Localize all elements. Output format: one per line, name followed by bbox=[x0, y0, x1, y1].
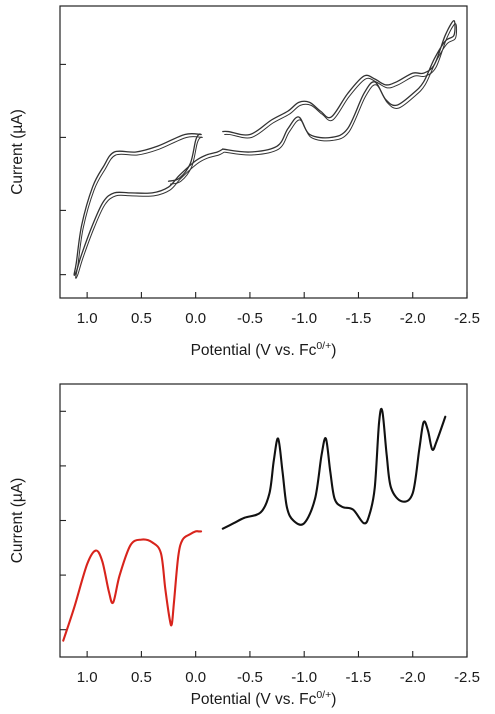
x-tick-label: 1.0 bbox=[77, 669, 98, 686]
series-line-reduction-cycle bbox=[222, 19, 456, 153]
x-axis-title-main: Potential (V vs. Fc bbox=[191, 342, 317, 359]
plot-frame bbox=[59, 5, 468, 299]
x-tick-label: -1.0 bbox=[291, 310, 317, 327]
x-tick-label: -1.0 bbox=[291, 669, 317, 686]
series-line-oxidation-cycle bbox=[73, 132, 224, 276]
x-tick-label: 0.5 bbox=[131, 310, 152, 327]
x-tick-label: -2.0 bbox=[400, 669, 426, 686]
x-tick-label: 0.5 bbox=[131, 669, 152, 686]
x-tick-label: -2.5 bbox=[454, 310, 480, 327]
x-tick-label: 0.0 bbox=[185, 669, 206, 686]
x-tick-label: -0.5 bbox=[237, 669, 263, 686]
x-tick-label: -1.5 bbox=[346, 310, 372, 327]
x-axis-title: Potential (V vs. Fc0/+) bbox=[191, 689, 337, 708]
series-line-repeat-scan bbox=[75, 136, 225, 279]
x-axis-title-end: ) bbox=[331, 691, 336, 708]
x-axis-title-sup: 0/+ bbox=[316, 689, 331, 701]
cv-panel: 1.0 0.5 0.0 -0.5 -1.0 -1.5 -2.0 -2.5 Potential (… bbox=[9, 5, 480, 359]
x-tick-label: -2.5 bbox=[454, 669, 480, 686]
y-axis-title: Current (µA) bbox=[9, 478, 26, 564]
x-axis-title: Potential (V vs. Fc0/+) bbox=[191, 340, 337, 359]
x-tick-label: 1.0 bbox=[77, 310, 98, 327]
x-axis-title-end: ) bbox=[331, 342, 336, 359]
x-axis-title-main: Potential (V vs. Fc bbox=[191, 691, 317, 708]
series-line-repeat-scan bbox=[224, 23, 458, 156]
x-tick-label: -1.5 bbox=[346, 669, 372, 686]
x-tick-label: -0.5 bbox=[237, 310, 263, 327]
x-tick-label: -2.0 bbox=[400, 310, 426, 327]
plot-frame bbox=[59, 383, 468, 658]
series-line-anodic-scan bbox=[62, 530, 203, 642]
dpv-panel: 1.0 0.5 0.0 -0.5 -1.0 -1.5 -2.0 -2.5 Potential (… bbox=[9, 383, 480, 708]
x-axis-title-sup: 0/+ bbox=[316, 340, 331, 352]
y-axis-title: Current (µA) bbox=[9, 109, 26, 195]
series-line-cathodic-scan bbox=[221, 407, 447, 530]
x-tick-label: 0.0 bbox=[185, 310, 206, 327]
series-line-repeat-scan bbox=[169, 136, 203, 185]
